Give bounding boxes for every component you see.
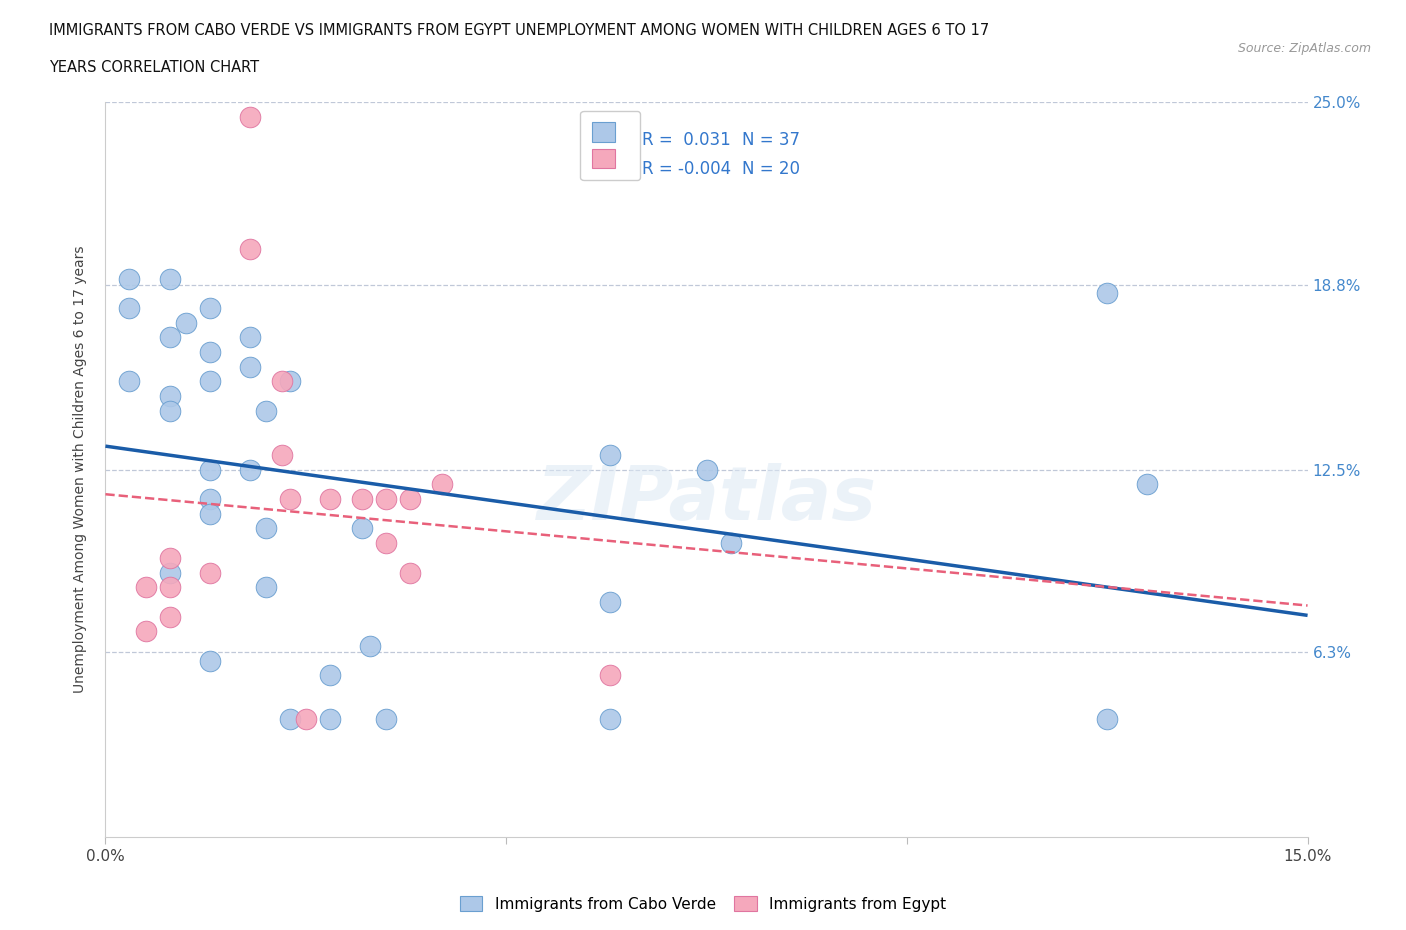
Point [599, 594, 621, 609]
Point [135, 624, 157, 639]
Point [278, 374, 301, 389]
Point [174, 315, 197, 330]
Text: R =  0.031: R = 0.031 [643, 131, 731, 149]
Point [198, 300, 221, 315]
Point [278, 712, 301, 727]
Point [399, 565, 422, 580]
Point [239, 359, 262, 374]
Point [399, 492, 422, 507]
Point [1097, 712, 1119, 727]
Y-axis label: Unemployment Among Women with Children Ages 6 to 17 years: Unemployment Among Women with Children A… [73, 246, 87, 694]
Point [350, 492, 373, 507]
Point [135, 579, 157, 594]
Point [198, 565, 221, 580]
Point [159, 565, 181, 580]
Legend: , : , [581, 111, 640, 180]
Point [159, 272, 181, 286]
Text: Source: ZipAtlas.com: Source: ZipAtlas.com [1237, 42, 1371, 55]
Point [350, 521, 373, 536]
Point [720, 536, 742, 551]
Point [239, 462, 262, 477]
Point [159, 330, 181, 345]
Point [430, 477, 453, 492]
Point [254, 521, 277, 536]
Point [319, 492, 342, 507]
Point [198, 374, 221, 389]
Point [1097, 286, 1119, 300]
Point [198, 345, 221, 360]
Point [198, 462, 221, 477]
Point [159, 579, 181, 594]
Point [295, 712, 318, 727]
Text: N = 20: N = 20 [742, 160, 800, 178]
Point [118, 272, 141, 286]
Point [319, 712, 342, 727]
Legend: Immigrants from Cabo Verde, Immigrants from Egypt: Immigrants from Cabo Verde, Immigrants f… [454, 889, 952, 918]
Point [198, 653, 221, 668]
Text: R = -0.004: R = -0.004 [643, 160, 731, 178]
Point [239, 110, 262, 125]
Point [118, 300, 141, 315]
Point [374, 536, 398, 551]
Text: N = 37: N = 37 [742, 131, 800, 149]
Point [159, 609, 181, 624]
Point [270, 447, 292, 462]
Point [599, 712, 621, 727]
Point [696, 462, 718, 477]
Point [599, 447, 621, 462]
Point [118, 374, 141, 389]
Point [599, 668, 621, 683]
Point [1136, 477, 1159, 492]
Text: YEARS CORRELATION CHART: YEARS CORRELATION CHART [49, 60, 259, 75]
Text: ZIPatlas: ZIPatlas [537, 462, 876, 536]
Point [198, 492, 221, 507]
Point [374, 492, 398, 507]
Point [374, 712, 398, 727]
Point [254, 579, 277, 594]
Point [270, 374, 292, 389]
Point [239, 242, 262, 257]
Point [359, 639, 381, 654]
Point [198, 506, 221, 521]
Point [159, 404, 181, 418]
Point [159, 389, 181, 404]
Point [278, 492, 301, 507]
Point [319, 668, 342, 683]
Point [239, 330, 262, 345]
Text: IMMIGRANTS FROM CABO VERDE VS IMMIGRANTS FROM EGYPT UNEMPLOYMENT AMONG WOMEN WIT: IMMIGRANTS FROM CABO VERDE VS IMMIGRANTS… [49, 23, 990, 38]
Point [254, 404, 277, 418]
Point [159, 551, 181, 565]
